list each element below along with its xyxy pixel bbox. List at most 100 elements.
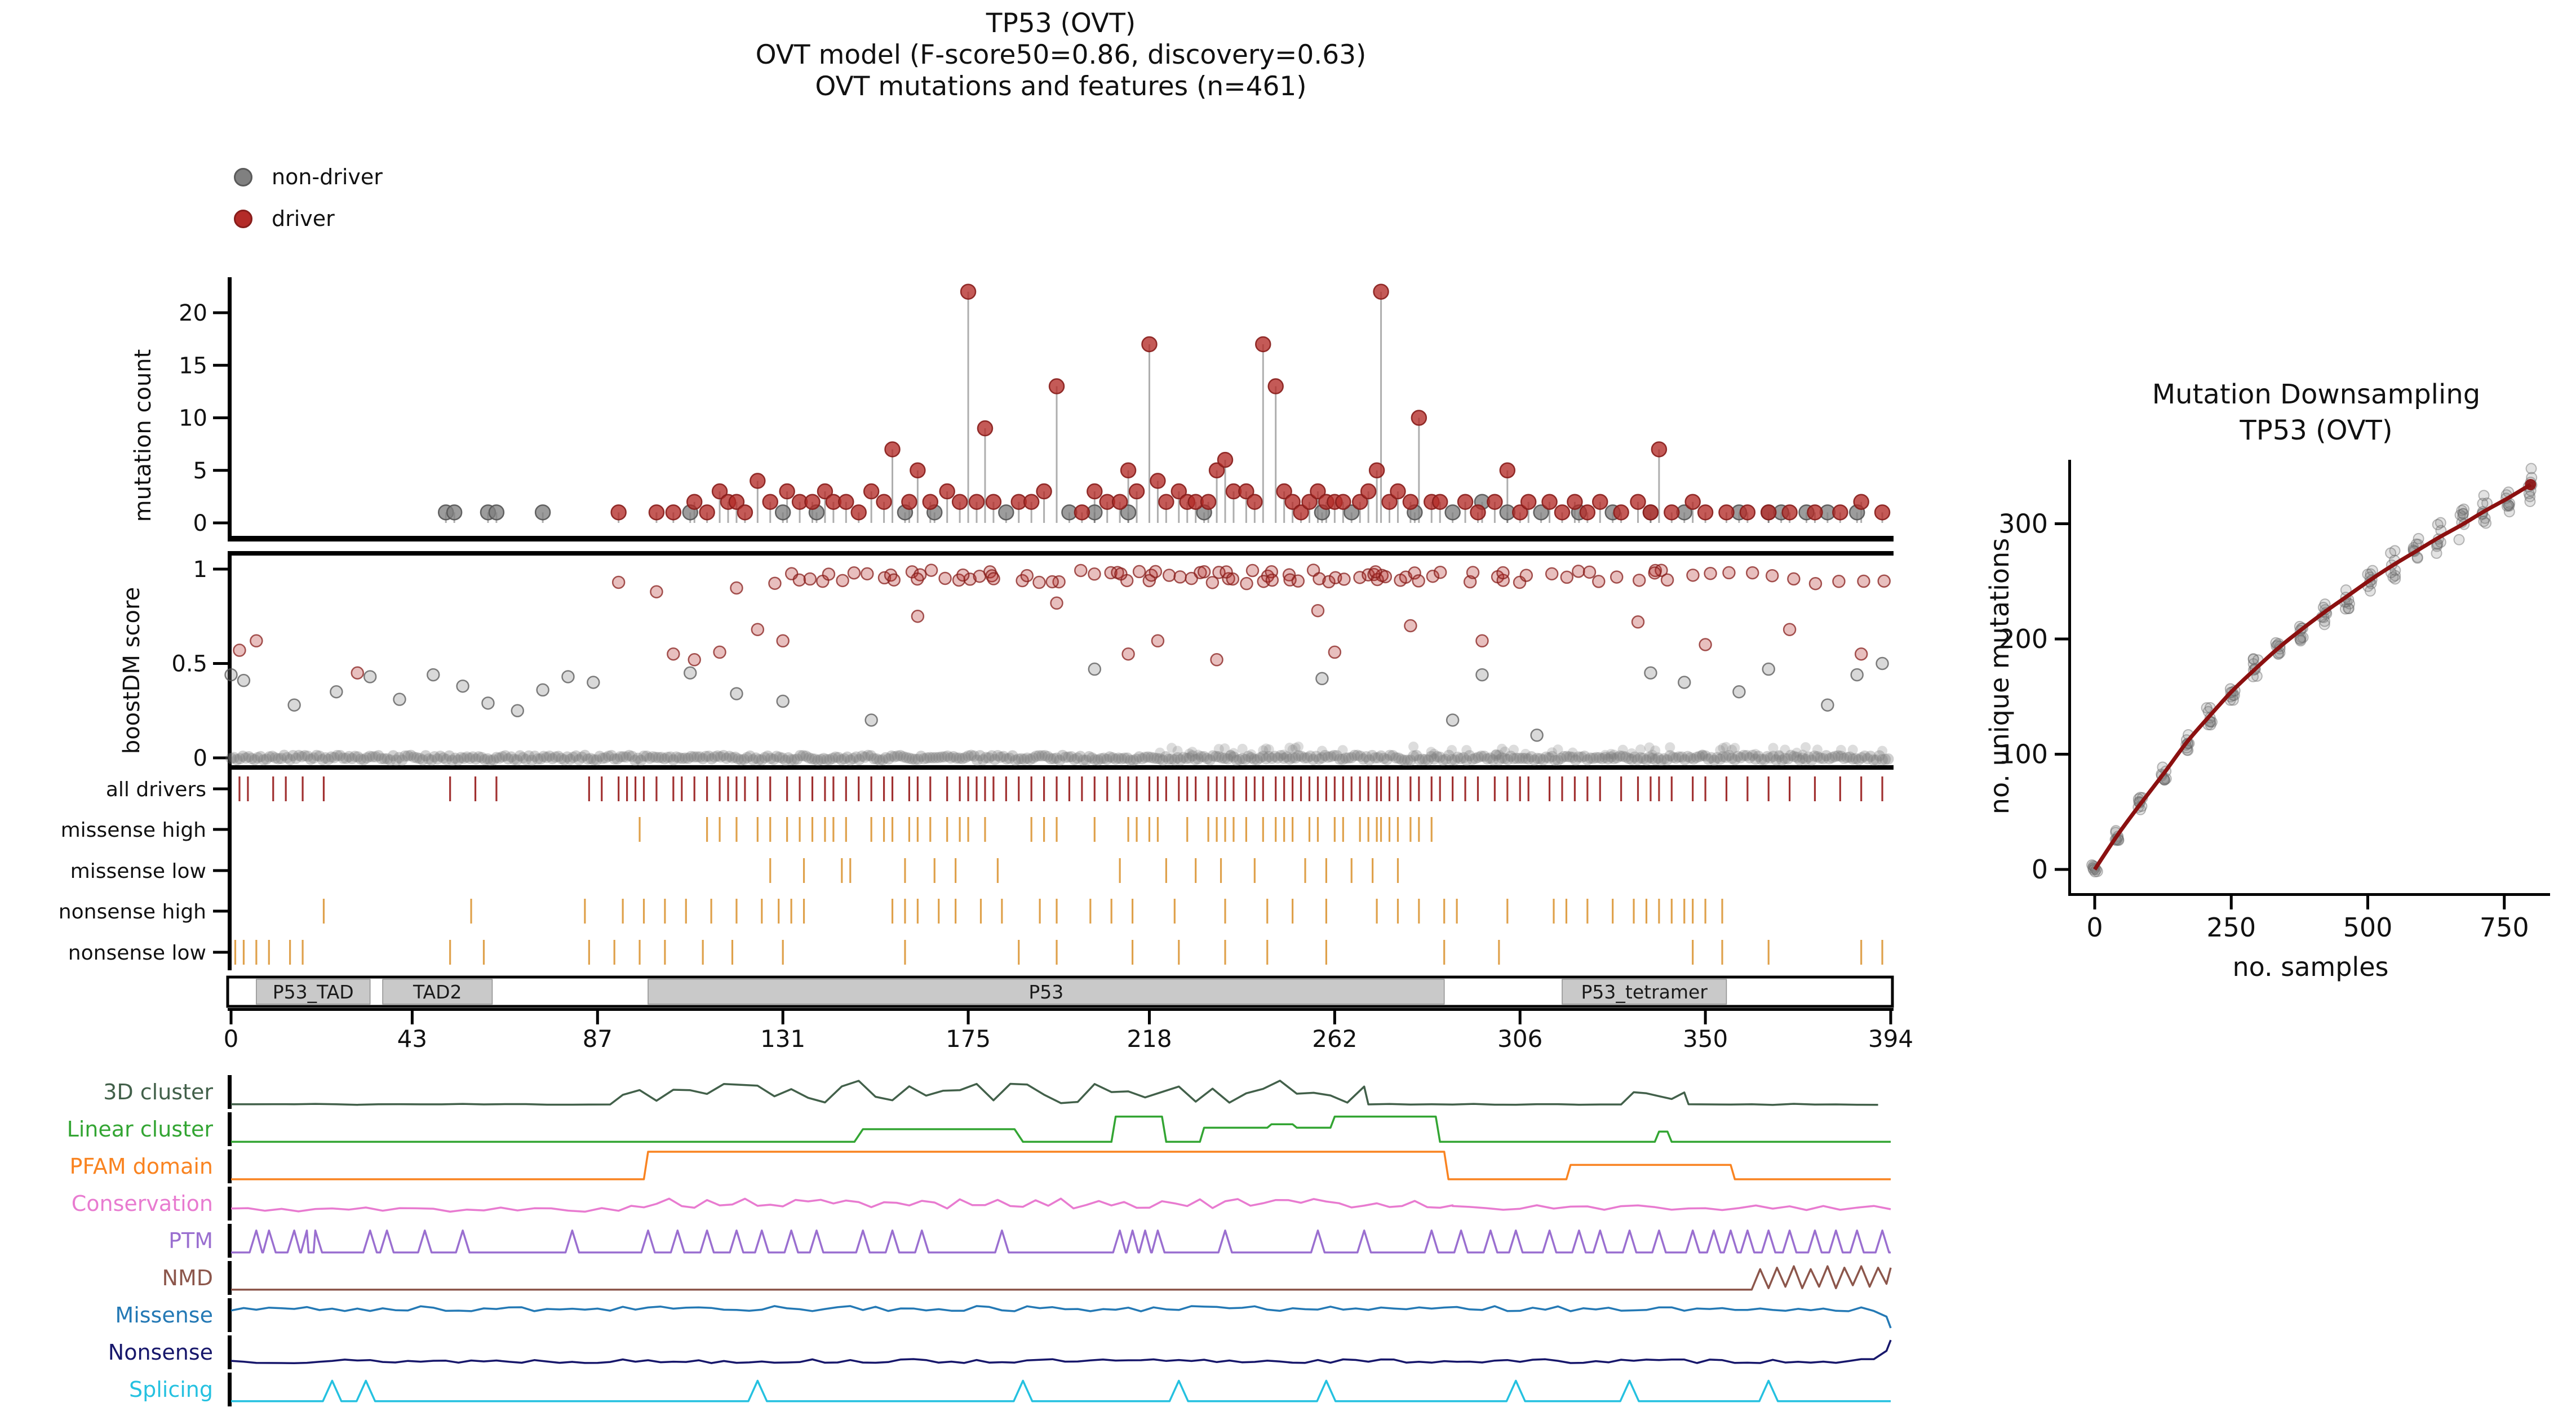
boostdm-zero-point: [1838, 752, 1850, 764]
boostdm-zero-point: [1508, 753, 1520, 765]
driver-lollipop: [1351, 494, 1368, 510]
driver-lollipop: [1832, 504, 1848, 521]
driver-lollipop: [1128, 483, 1145, 500]
boostdm-zero-point: [1705, 752, 1717, 764]
boostdm-zero-point: [1243, 751, 1254, 762]
driver-lollipop: [1664, 504, 1680, 521]
boostdm-zero-point: [228, 752, 240, 764]
boostdm-zero-point: [449, 752, 461, 764]
boostdm-zero-point: [375, 753, 387, 765]
boostdm-zero-point: [437, 752, 449, 764]
boostdm-zero-point: [1404, 754, 1416, 766]
downsampling-sample-point: [2457, 511, 2469, 523]
driver-lollipop: [1255, 336, 1271, 353]
boostdm-zero-point: [476, 752, 487, 764]
boostdm-zero-point: [423, 753, 434, 765]
boostdm-zero-point: [432, 753, 444, 765]
boostdm-zero-point: [1213, 751, 1225, 763]
boostdm-zero-point: [402, 750, 414, 762]
driver-lollipop: [737, 504, 753, 521]
boostdm-zero-point: [1429, 748, 1439, 759]
boostdm-zero-point: [1447, 745, 1457, 756]
boostdm-zero-point: [467, 751, 479, 763]
boostdm-zero-point: [264, 751, 276, 763]
boostdm-driver-point: [1572, 565, 1585, 578]
boostdm-zero-point: [1502, 753, 1514, 765]
boostdm-driver-point: [1322, 575, 1336, 589]
boostdm-zero-point: [1606, 749, 1616, 760]
boostdm-driver-point: [667, 647, 680, 661]
boostdm-driver-point: [1519, 569, 1533, 582]
boostdm-zero-point: [1086, 752, 1098, 764]
boostdm-zero-point: [1157, 754, 1169, 766]
boostdm-zero-point: [1431, 751, 1443, 762]
boostdm-zero-point: [738, 753, 750, 765]
boostdm-zero-point: [809, 753, 821, 765]
boostdm-zero-point: [1128, 754, 1140, 766]
boostdm-zero-point: [1334, 753, 1346, 765]
boostdm-zero-point: [1720, 751, 1732, 763]
boostdm-zero-point: [1658, 753, 1670, 765]
boostdm-nondriver-point: [237, 673, 251, 687]
boostdm-zero-point: [824, 754, 836, 766]
boostdm-zero-point: [1877, 745, 1888, 756]
boostdm-driver-point: [836, 574, 849, 588]
boostdm-zero-point: [346, 753, 358, 765]
boostdm-zero-point: [1024, 753, 1036, 765]
boostdm-nondriver-point: [561, 670, 575, 683]
boostdm-nondriver-point: [1850, 668, 1864, 682]
feature-line-PFAM-domain: [231, 1151, 1891, 1180]
boostdm-nondriver-point: [1530, 729, 1544, 742]
downsampling-sample-point: [2477, 498, 2489, 509]
boostdm-nondriver-point: [511, 704, 525, 717]
boostdm-nondriver-point: [1088, 662, 1102, 676]
boostdm-zero-point: [935, 751, 947, 763]
boostdm-zero-point: [1349, 749, 1360, 761]
boostdm-nondriver-point: [1821, 698, 1834, 712]
boostdm-zero-point: [558, 754, 570, 766]
feature-line-Missense: [230, 1305, 1892, 1329]
boostdm-driver-point: [1265, 573, 1279, 587]
boostdm-zero-point: [1112, 752, 1124, 764]
driver-lollipop: [1087, 483, 1103, 500]
rug-row-all-drivers: [238, 776, 1883, 801]
needle-y-tick: [213, 416, 228, 419]
boostdm-zero-point: [564, 753, 576, 765]
downsampling-x-tick: [2366, 896, 2369, 909]
boostdm-zero-point: [240, 752, 252, 764]
boostdm-nondriver-point: [683, 666, 697, 680]
driver-lollipop: [1697, 504, 1714, 521]
boostdm-zero-point: [361, 752, 373, 764]
boostdm-zero-point: [1059, 752, 1071, 764]
boostdm-zero-point: [945, 752, 956, 764]
boostdm-zero-point: [1458, 752, 1470, 764]
boostdm-zero-point: [638, 750, 650, 762]
boostdm-zero-point: [1296, 751, 1307, 762]
boostdm-zero-point: [1287, 752, 1298, 764]
downsampling-sample-point: [2525, 463, 2537, 474]
boostdm-zero-point: [1124, 754, 1136, 766]
boostdm-zero-point: [1499, 753, 1511, 765]
non-driver-lollipop: [1444, 504, 1461, 521]
boostdm-zero-point: [1817, 753, 1829, 765]
boostdm-driver-point: [1854, 647, 1868, 661]
boostdm-zero-point: [1780, 744, 1790, 755]
rug-row-label: nonsense high: [59, 900, 206, 924]
downsampling-x-tick-label: 250: [2206, 912, 2256, 943]
boostdm-driver-point: [803, 572, 817, 586]
boostdm-zero-point: [1013, 753, 1025, 765]
boostdm-zero-point: [1696, 749, 1708, 761]
boostdm-zero-point: [992, 750, 1004, 762]
boostdm-zero-point: [334, 749, 346, 761]
boostdm-zero-point: [349, 751, 361, 762]
feature-line-Conservation: [230, 1197, 1891, 1213]
boostdm-zero-point: [1820, 750, 1832, 762]
boostdm-zero-point: [1027, 752, 1039, 764]
boostdm-y-axis-label: boostDM score: [119, 587, 145, 754]
boostdm-nondriver-point: [330, 685, 343, 699]
boostdm-zero-point: [927, 752, 939, 764]
boostdm-zero-point: [275, 752, 287, 764]
gene-axis-tick-label: 394: [1868, 1025, 1913, 1053]
boostdm-zero-point: [1340, 752, 1351, 764]
boostdm-zero-point: [1788, 751, 1800, 762]
